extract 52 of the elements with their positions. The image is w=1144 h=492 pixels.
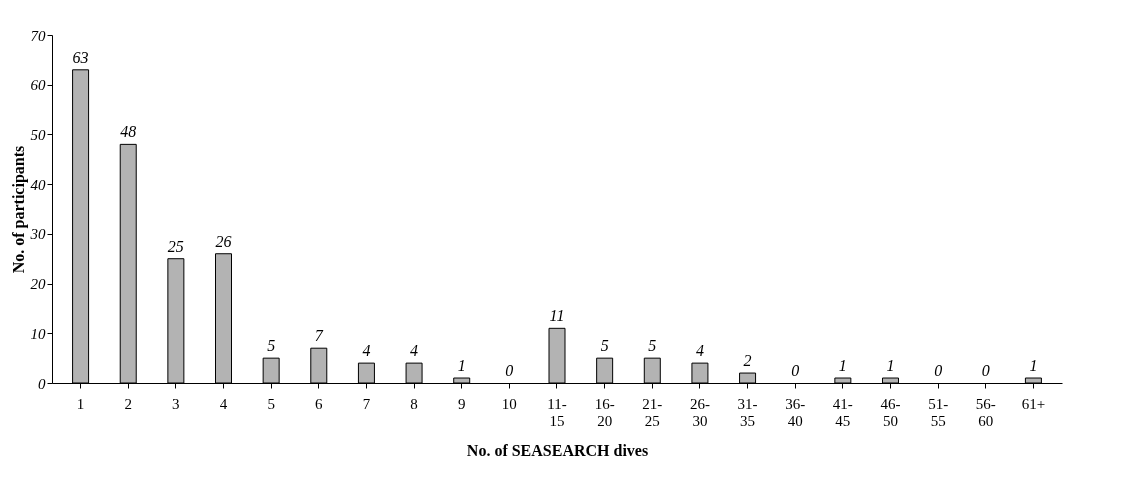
- data-label: 0: [505, 362, 514, 379]
- x-tick-label: 61+: [1021, 395, 1046, 412]
- x-tick-label: 36-40: [785, 395, 806, 429]
- x-tick-label: 3: [172, 395, 180, 412]
- data-label: 5: [267, 337, 276, 355]
- y-tick-label: 40: [30, 176, 46, 193]
- y-axis-title: No. of participants: [9, 145, 28, 274]
- y-tick-label: 50: [30, 126, 46, 143]
- data-label: 1: [886, 357, 895, 375]
- y-tick-label: 20: [30, 276, 46, 293]
- data-label: 26: [215, 232, 232, 250]
- data-label: 48: [120, 123, 137, 141]
- data-label: 1: [457, 357, 466, 375]
- data-label: 7: [314, 327, 324, 345]
- x-tick-label: 56-60: [975, 395, 996, 429]
- data-label: 11: [549, 307, 565, 325]
- x-tick-label: 31-35: [737, 395, 758, 429]
- x-tick-label: 7: [362, 395, 371, 412]
- y-tick-label: 30: [29, 226, 46, 243]
- x-tick-label: 2: [124, 395, 132, 412]
- x-tick-label: 6: [315, 395, 324, 412]
- data-label: 5: [648, 337, 657, 355]
- data-label: 1: [1029, 357, 1038, 375]
- data-label: 4: [695, 342, 704, 360]
- data-label: 4: [410, 342, 419, 360]
- x-tick-label: 51-55: [928, 395, 949, 429]
- data-label: 63: [72, 48, 89, 66]
- x-tick-label: 5: [267, 395, 275, 412]
- data-label: 0: [934, 362, 943, 379]
- x-tick-label: 9: [457, 395, 466, 412]
- data-label: 0: [981, 362, 990, 379]
- x-tick-label: 1: [76, 395, 85, 412]
- x-tick-label: 4: [219, 395, 228, 412]
- y-tick-label: 60: [30, 77, 46, 94]
- x-tick-label: 21-25: [642, 395, 663, 429]
- data-label: 0: [791, 362, 800, 379]
- y-tick-label: 70: [30, 27, 46, 44]
- x-tick-label: 11-15: [547, 395, 567, 429]
- x-tick-label: 26-30: [689, 395, 710, 429]
- data-label: 25: [167, 237, 184, 255]
- x-tick-label: 16-20: [594, 395, 615, 429]
- y-tick-label: 0: [38, 375, 46, 392]
- data-label: 2: [743, 352, 752, 370]
- x-tick-label: 46-50: [880, 395, 901, 429]
- x-tick-label: 8: [410, 395, 418, 412]
- y-tick-label: 10: [30, 325, 46, 342]
- x-tick-label: 10: [501, 395, 517, 412]
- data-label: 4: [362, 342, 371, 360]
- x-tick-label: 41-45: [832, 395, 853, 429]
- x-axis-title: No. of SEASEARCH dives: [466, 441, 649, 459]
- data-label: 5: [600, 337, 609, 355]
- data-label: 1: [838, 357, 847, 375]
